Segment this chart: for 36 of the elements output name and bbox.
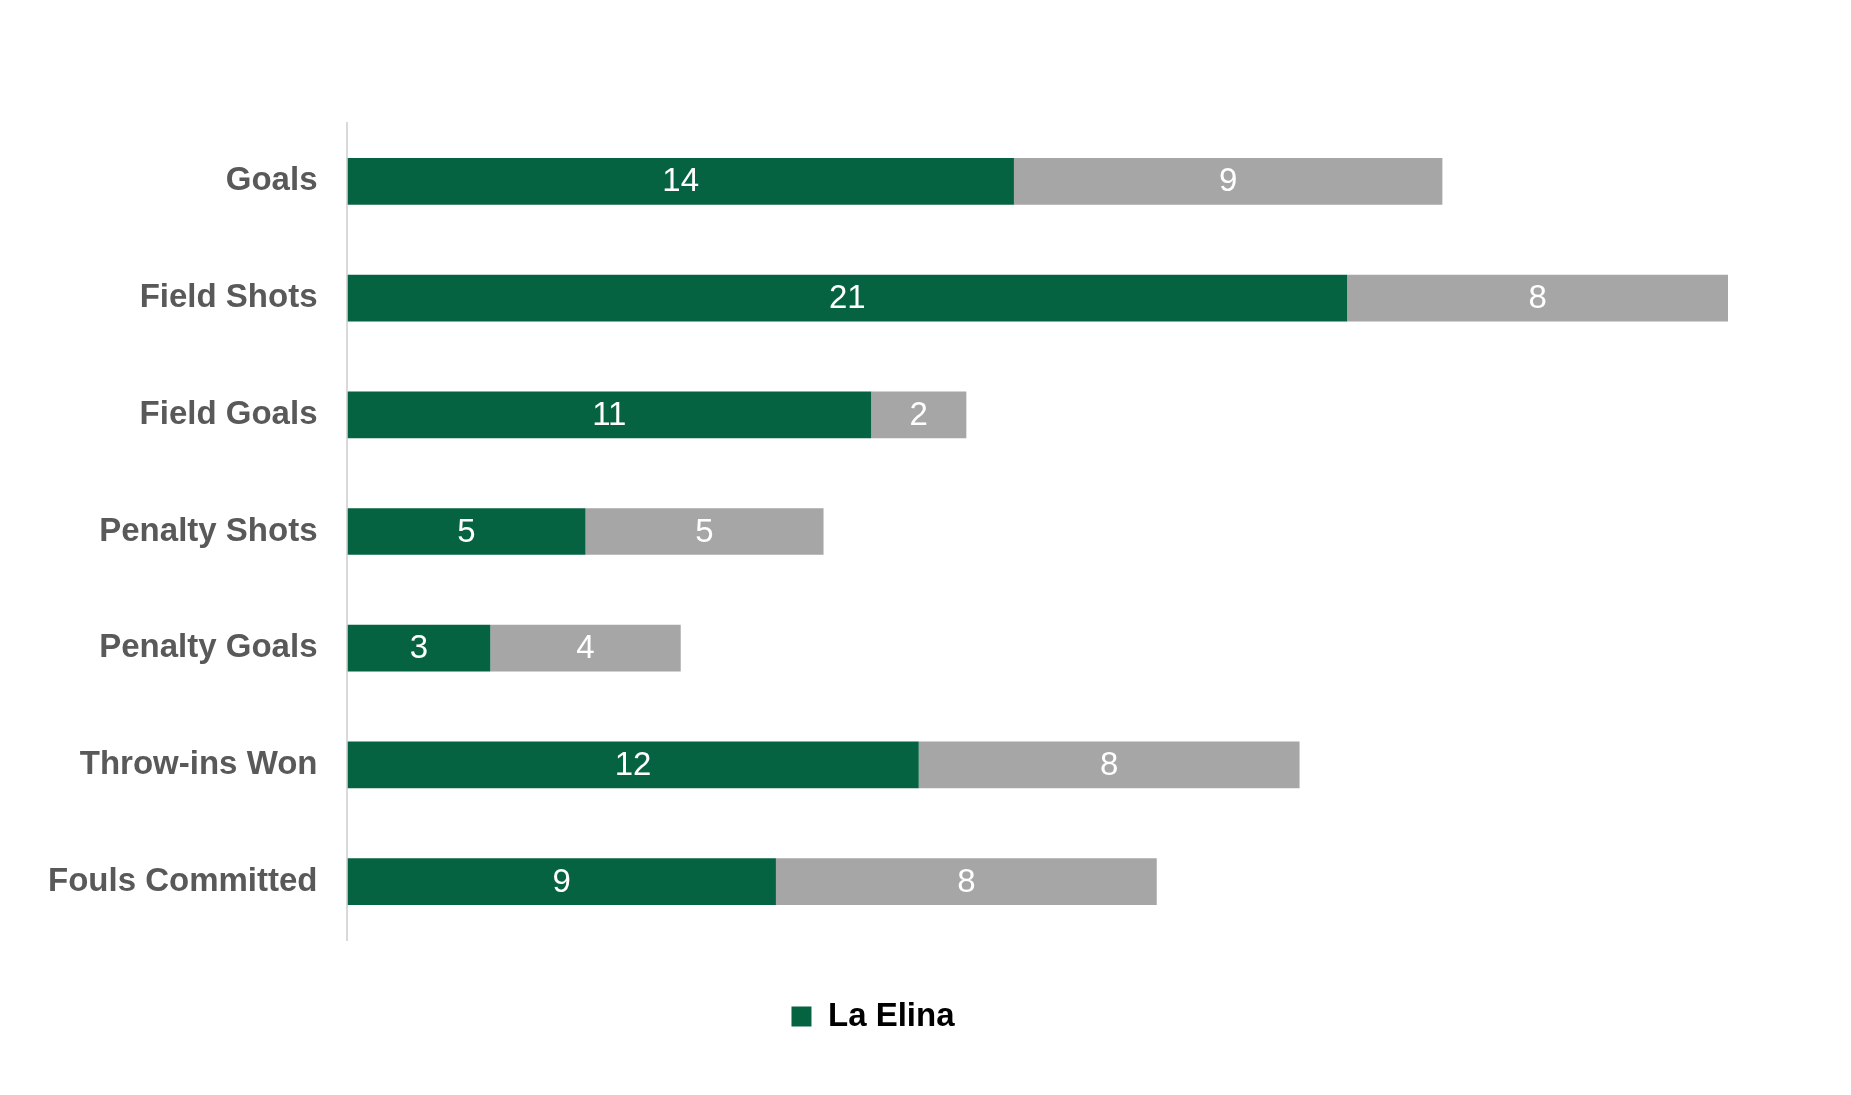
data-label: 12 [614,745,652,783]
data-label: 2 [909,394,928,432]
bar [347,741,919,789]
legend-label: La Elina [827,995,956,1033]
data-label: 21 [828,278,866,316]
y-tick-label: Goals [225,160,318,198]
data-label: 9 [552,861,571,899]
bar [775,858,1157,905]
data-label: 8 [1528,278,1547,316]
y-tick-label: Field Shots [139,277,318,315]
data-label: 14 [662,161,700,199]
data-label: 8 [957,861,976,899]
y-tick-label: Throw-ins Won [79,744,318,782]
bar [490,624,681,672]
data-label: 8 [1099,745,1119,783]
y-tick-label: Penalty Shots [99,510,318,548]
bar [347,508,586,555]
bar [347,624,491,672]
bar [871,391,967,439]
y-tick-label: Field Goals [139,393,318,431]
data-label: 5 [457,511,476,549]
data-label: 3 [409,628,429,666]
data-label: 5 [695,511,714,549]
data-label: 9 [1218,161,1238,199]
y-tick-label: Fouls Committed [47,860,318,898]
bar [347,391,872,439]
bar [918,741,1300,789]
bar [347,274,1348,322]
y-tick-label: Penalty Goals [99,627,318,665]
bar [1013,158,1443,205]
bar [585,508,824,555]
data-label: 11 [592,394,627,432]
bar [347,158,1014,205]
bar [347,858,776,905]
bar [1347,274,1728,322]
data-label: 4 [576,628,595,666]
